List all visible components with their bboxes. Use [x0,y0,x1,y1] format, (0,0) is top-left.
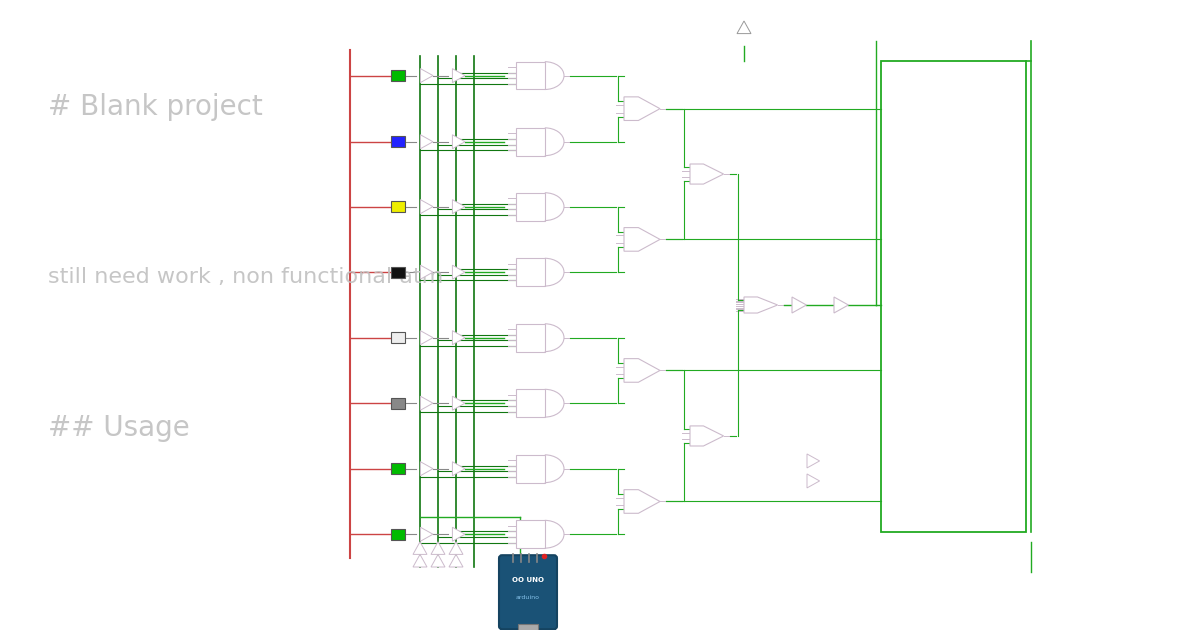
Bar [391,266,406,278]
Polygon shape [516,128,545,156]
Text: ## Usage: ## Usage [48,415,190,442]
Polygon shape [690,164,724,184]
Polygon shape [808,454,820,468]
Polygon shape [452,200,466,214]
Polygon shape [452,462,466,476]
Polygon shape [516,258,545,286]
Polygon shape [452,527,466,541]
Polygon shape [431,542,445,554]
Text: arduino: arduino [516,595,540,600]
Text: still need work , non functional atm: still need work , non functional atm [48,267,443,287]
Polygon shape [624,490,660,513]
Polygon shape [516,389,545,417]
Polygon shape [516,193,545,220]
Polygon shape [690,426,724,446]
Bar [391,529,406,540]
Polygon shape [420,69,433,83]
Polygon shape [452,331,466,345]
Polygon shape [624,227,660,251]
Polygon shape [452,265,466,279]
Polygon shape [420,331,433,345]
Polygon shape [420,396,433,410]
Polygon shape [516,324,545,352]
Polygon shape [420,200,433,214]
Polygon shape [516,455,545,483]
Polygon shape [516,520,545,548]
Polygon shape [420,462,433,476]
Bar [391,398,406,409]
Polygon shape [449,542,463,554]
FancyBboxPatch shape [499,555,557,629]
Bar [391,70,406,81]
Polygon shape [431,554,445,567]
Bar [391,136,406,147]
Polygon shape [449,554,463,567]
Polygon shape [624,97,660,120]
Bar [881,60,1026,532]
Polygon shape [808,474,820,488]
Polygon shape [413,542,427,554]
Polygon shape [744,297,778,313]
Bar [518,624,538,630]
Polygon shape [452,69,466,83]
Bar [391,201,406,212]
Polygon shape [413,554,427,567]
Text: # Blank project: # Blank project [48,93,263,121]
Polygon shape [420,527,433,541]
Polygon shape [420,135,433,149]
Bar [391,332,406,343]
Polygon shape [452,135,466,149]
Polygon shape [452,396,466,410]
Bar [391,463,406,474]
Polygon shape [624,358,660,382]
Polygon shape [737,21,751,33]
Text: OO UNO: OO UNO [512,577,544,583]
Polygon shape [420,265,433,279]
Polygon shape [834,297,848,313]
Polygon shape [792,297,806,313]
Polygon shape [516,62,545,89]
